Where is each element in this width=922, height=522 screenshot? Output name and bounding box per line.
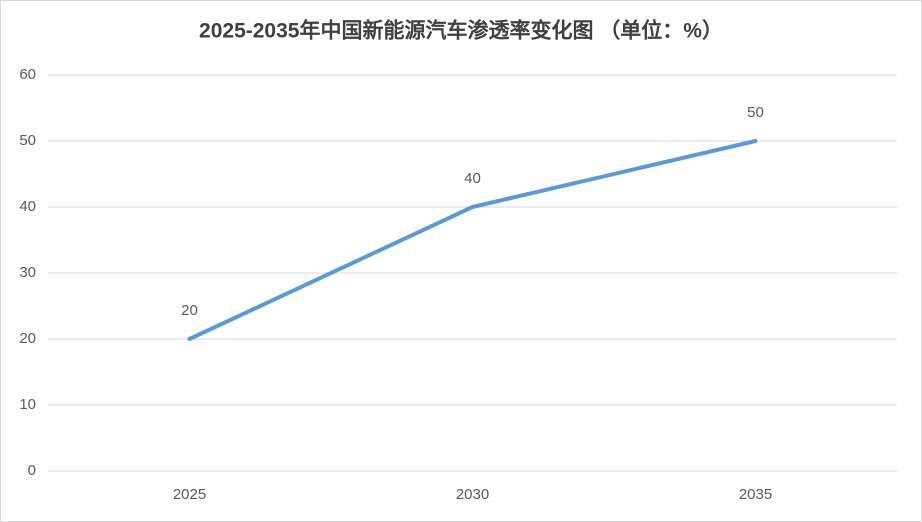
chart-title: 2025-2035年中国新能源汽车渗透率变化图 （单位：%） (199, 19, 723, 43)
y-tick-label: 40 (19, 198, 36, 215)
data-label: 20 (181, 302, 198, 319)
y-tick-label: 60 (19, 66, 36, 83)
y-tick-label: 10 (19, 396, 36, 413)
y-tick-label: 50 (19, 132, 36, 149)
x-tick-label: 2025 (173, 486, 206, 503)
data-label: 40 (464, 170, 481, 187)
line (187, 139, 758, 341)
x-tick-label: 2035 (739, 486, 772, 503)
data-label: 50 (747, 104, 764, 121)
x-tick-label: 2030 (456, 486, 489, 503)
y-tick-label: 30 (19, 264, 36, 281)
y-tick-label: 0 (28, 462, 36, 479)
y-tick-label: 20 (19, 330, 36, 347)
